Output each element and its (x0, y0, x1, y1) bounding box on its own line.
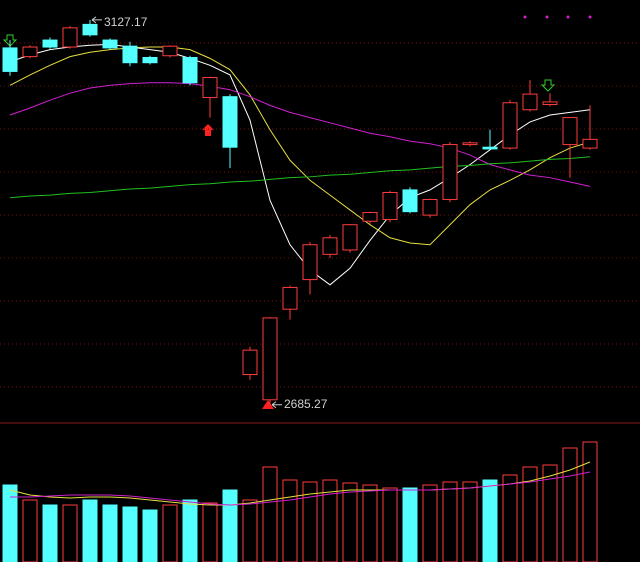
volume-bar (82, 499, 98, 562)
low-label: 2685.27 (284, 397, 328, 411)
candle-body (62, 27, 78, 48)
volume-bar (102, 504, 118, 562)
candle-body (522, 93, 538, 111)
candle-body (82, 23, 98, 36)
candle-body (122, 45, 138, 64)
candle-body (582, 138, 598, 149)
candle-body (502, 102, 518, 149)
volume-bar (282, 479, 298, 562)
volume-bar (402, 487, 418, 562)
candle-body (302, 244, 318, 281)
moving-average-line (9, 46, 591, 246)
toolbar-dots (523, 15, 592, 19)
volume-bar (42, 504, 58, 562)
candle-body (382, 191, 398, 220)
candle-body (242, 349, 258, 376)
candle-body (222, 96, 238, 148)
volume-bar (202, 502, 218, 562)
volume-bar (542, 464, 558, 562)
candle-body (542, 101, 558, 106)
candle-body (282, 286, 298, 310)
candle-body (442, 144, 458, 200)
volume-bar (422, 484, 438, 562)
candle-body (562, 117, 578, 146)
candle-body (262, 317, 278, 401)
candle-body (402, 189, 418, 213)
volume-bar (162, 504, 178, 562)
volume-bar (482, 479, 498, 562)
volume-bar (242, 499, 258, 562)
volume-bar (562, 447, 578, 562)
candle-body (202, 77, 218, 99)
candle-body (22, 46, 38, 58)
volume-bar (262, 466, 278, 562)
low-pointer (271, 401, 282, 409)
volume-bar (222, 489, 238, 562)
candle-body (102, 39, 118, 49)
high-pointer (91, 16, 102, 24)
candle-body (322, 237, 338, 255)
volume-bar (122, 506, 138, 562)
volume-bar (302, 481, 318, 562)
volume-bar (442, 481, 458, 562)
volume-bar (342, 482, 358, 562)
candle-body (362, 212, 378, 222)
moving-average-line (9, 156, 591, 199)
volume-bar (462, 481, 478, 562)
candle-body (462, 142, 478, 146)
volume-bar (182, 499, 198, 562)
volume-average-line (10, 471, 591, 506)
volume-bar (502, 474, 518, 562)
candle-body (2, 47, 18, 72)
volume-bar (142, 509, 158, 562)
candle-body (42, 39, 58, 48)
candle-body (182, 56, 198, 84)
moving-average-line (9, 82, 591, 187)
volume-bar (362, 484, 378, 562)
volume-bar (22, 499, 38, 562)
high-label: 3127.17 (104, 15, 148, 29)
volume-bar (522, 466, 538, 562)
volume-bar (62, 504, 78, 562)
candle-body (342, 224, 358, 251)
volume-bar (322, 479, 338, 562)
volume-bar (2, 484, 18, 562)
candle-body (422, 198, 438, 216)
candle-body (482, 146, 498, 150)
candle-body (142, 56, 158, 64)
volume-bar (582, 441, 598, 562)
candle-body (162, 45, 178, 57)
volume-bar (382, 487, 398, 562)
